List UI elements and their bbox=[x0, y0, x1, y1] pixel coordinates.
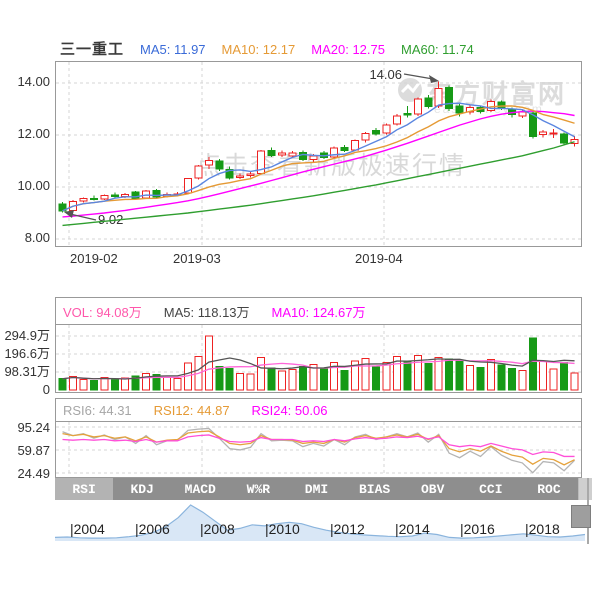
vol-ma10-value-label: MA10: 124.67万 bbox=[271, 304, 366, 320]
vol-tick-2: 196.6万 bbox=[4, 346, 50, 361]
vol-tick-1: 98.31万 bbox=[4, 364, 50, 379]
stock-name: 三一重工 bbox=[60, 41, 125, 58]
volume-canvas bbox=[56, 325, 581, 392]
timeline-year-2012: |2012 bbox=[330, 521, 365, 537]
timeline-year-2010: |2010 bbox=[265, 521, 300, 537]
vol-tick-0: 0 bbox=[42, 382, 50, 397]
kline-canvas: 14.06 9.02 bbox=[56, 62, 581, 246]
volume-pane: VOL: 94.08万 MA5: 118.13万 MA10: 124.67万 bbox=[55, 297, 582, 393]
timeline-year-2014: |2014 bbox=[395, 521, 430, 537]
tab-dmi[interactable]: DMI bbox=[304, 481, 329, 497]
tab-roc[interactable]: ROC bbox=[537, 481, 561, 497]
eastmoney-logo-icon bbox=[398, 78, 422, 102]
ma10-value-label: MA10: 12.17 bbox=[221, 42, 296, 57]
rsi12-value-label: RSI12: 44.87 bbox=[153, 402, 230, 418]
tab-wr[interactable]: W%R bbox=[246, 481, 271, 497]
timeline-year-2006: |2006 bbox=[135, 521, 170, 537]
tab-kdj[interactable]: KDJ bbox=[130, 481, 154, 497]
price-tick-10: 10.00 bbox=[17, 178, 50, 193]
price-tick-14: 14.00 bbox=[17, 74, 50, 89]
indicator-tabbar: RSI KDJ MACD W%R DMI BIAS OBV CCI ROC bbox=[55, 478, 592, 500]
tab-obv[interactable]: OBV bbox=[421, 481, 445, 497]
timeline-year-2018: |2018 bbox=[525, 521, 560, 537]
high-annotation: 14.06 bbox=[369, 67, 402, 82]
timeline-year-2008: |2008 bbox=[200, 521, 235, 537]
promo-watermark: 点击查看新版极速行情 bbox=[196, 152, 467, 180]
ma20-value-label: MA20: 12.75 bbox=[311, 42, 385, 57]
month-label-mar: 2019-03 bbox=[173, 251, 221, 266]
timeline-year-2004: |2004 bbox=[70, 521, 105, 537]
kline-pane: 东方财富网 eastmoney.com 点击查看新版极速行情 14.06 9.0… bbox=[55, 61, 582, 247]
navigator-slider-handle[interactable] bbox=[571, 505, 591, 528]
vol-tick-3: 294.9万 bbox=[4, 328, 50, 343]
tab-cci[interactable]: CCI bbox=[479, 481, 503, 497]
month-label-apr: 2019-04 bbox=[355, 251, 403, 266]
rsi6-value-label: RSI6: 44.31 bbox=[63, 402, 132, 418]
history-navigator[interactable] bbox=[55, 500, 585, 545]
price-tick-8: 8.00 bbox=[24, 230, 50, 245]
rsi-pane: RSI6: 44.31 RSI12: 44.87 RSI24: 50.06 bbox=[55, 398, 582, 478]
rsi-tick-low: 24.49 bbox=[17, 466, 50, 481]
low-annotation: 9.02 bbox=[98, 212, 123, 227]
ma60-value-label: MA60: 11.74 bbox=[400, 42, 474, 57]
price-tick-12: 12.00 bbox=[17, 126, 50, 141]
rsi-tick-mid: 59.87 bbox=[17, 443, 50, 458]
vol-value-label: VOL: 94.08万 bbox=[63, 304, 142, 320]
timeline-year-2016: |2016 bbox=[460, 521, 495, 537]
rsi-label-strip: RSI6: 44.31 RSI12: 44.87 RSI24: 50.06 bbox=[56, 399, 581, 422]
vol-ma5-value-label: MA5: 118.13万 bbox=[163, 304, 250, 320]
tabbar-scroll-nub[interactable] bbox=[577, 478, 592, 500]
rsi24-value-label: RSI24: 50.06 bbox=[251, 402, 328, 418]
rsi-canvas bbox=[56, 422, 581, 476]
tab-bias[interactable]: BIAS bbox=[358, 481, 391, 497]
tab-macd[interactable]: MACD bbox=[184, 481, 216, 497]
rsi-tick-high: 95.24 bbox=[17, 420, 50, 435]
month-label-feb: 2019-02 bbox=[70, 251, 118, 266]
volume-label-strip: VOL: 94.08万 MA5: 118.13万 MA10: 124.67万 bbox=[56, 298, 581, 325]
kline-header: 三一重工 MA5: 11.97 MA10: 12.17 MA20: 12.75 … bbox=[60, 38, 474, 59]
ma5-value-label: MA5: 11.97 bbox=[140, 42, 206, 57]
tab-rsi[interactable]: RSI bbox=[55, 478, 114, 500]
